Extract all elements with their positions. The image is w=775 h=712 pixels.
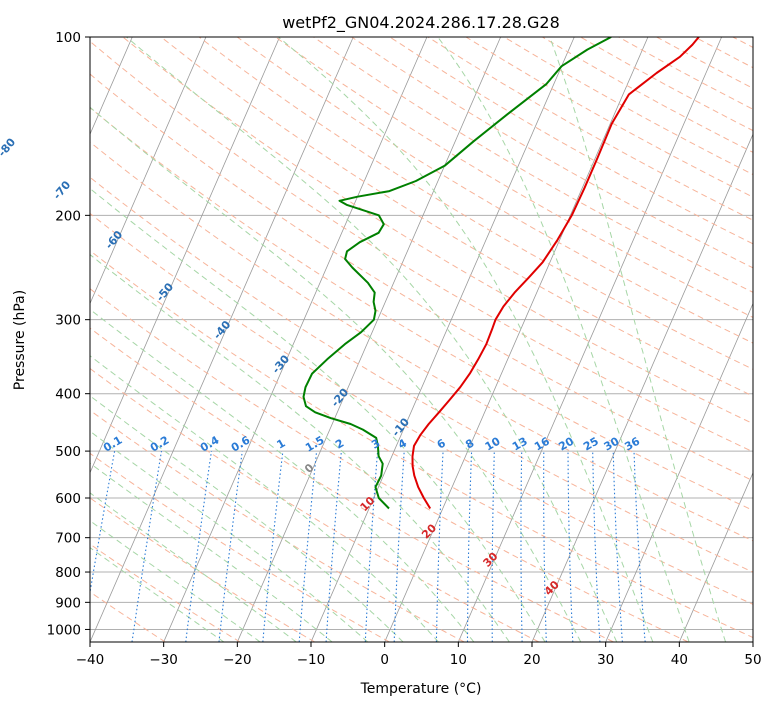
y-tick-label: 200: [55, 208, 81, 224]
x-tick-label: 50: [744, 652, 761, 668]
x-tick-label: −40: [76, 652, 105, 668]
y-tick-label: 300: [55, 313, 81, 329]
x-tick-label: −30: [149, 652, 178, 668]
y-tick-label: 500: [55, 444, 81, 460]
chart-title: wetPf2_GN04.2024.286.17.28.G28: [282, 13, 560, 33]
y-tick-label: 100: [55, 30, 81, 46]
x-tick-label: 10: [450, 652, 467, 668]
x-tick-label: −20: [223, 652, 252, 668]
x-tick-label: 20: [523, 652, 540, 668]
y-tick-label: 800: [55, 565, 81, 581]
y-tick-label: 400: [55, 387, 81, 403]
x-axis-label: Temperature (°C): [360, 681, 482, 697]
y-tick-label: 700: [55, 531, 81, 547]
y-axis-label: Pressure (hPa): [12, 290, 28, 390]
x-tick-label: 30: [597, 652, 614, 668]
y-tick-label: 900: [55, 595, 81, 611]
x-tick-label: 0: [380, 652, 389, 668]
x-tick-label: 40: [671, 652, 688, 668]
y-tick-label: 1000: [47, 622, 81, 638]
y-tick-label: 600: [55, 491, 81, 507]
x-tick-label: −10: [297, 652, 326, 668]
